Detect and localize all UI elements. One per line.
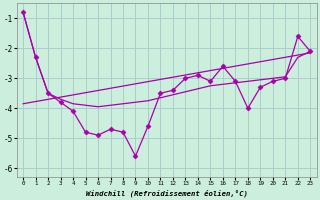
X-axis label: Windchill (Refroidissement éolien,°C): Windchill (Refroidissement éolien,°C) — [86, 189, 248, 197]
